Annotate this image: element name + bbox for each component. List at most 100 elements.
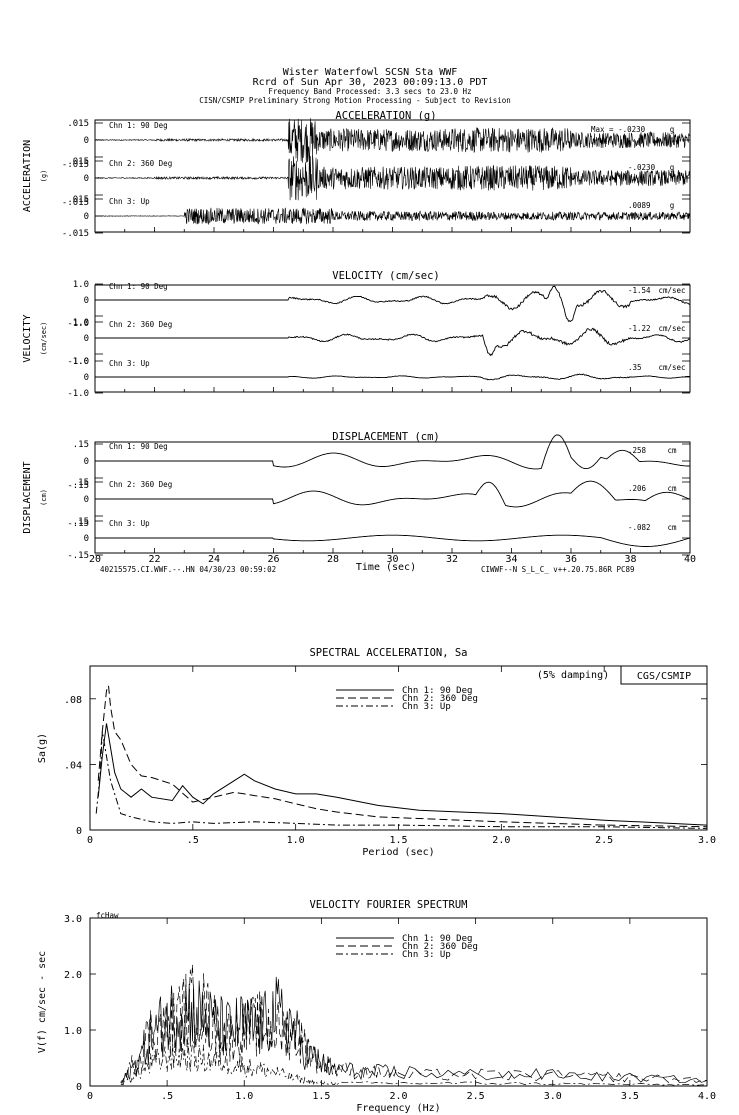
x-tick-label: 4.0 <box>698 1091 716 1102</box>
y-tick-label: .015 <box>67 195 89 205</box>
time-axis-label: Time (sec) <box>356 562 416 573</box>
channel-label: Chn 2: 360 Deg <box>109 320 172 329</box>
y-tick-label: 2.0 <box>64 970 82 981</box>
channel-label: Chn 2: 360 Deg <box>109 480 172 489</box>
x-tick-label: 3.0 <box>698 835 716 846</box>
record-time: Rcrd of Sun Apr 30, 2023 00:09:13.0 PDT <box>253 77 488 88</box>
time-axis: 20 22 24 26 28 30 32 34 36 38 40 <box>89 554 696 565</box>
y-tick-label: .015 <box>67 157 89 167</box>
displacement-panel: DISPLACEMENT (cm) DISPLACEMENT (cm) .15 0 -.1… <box>22 431 691 561</box>
panel-title: ACCELERATION (g) <box>335 110 436 122</box>
time-tick-label: 26 <box>267 554 279 565</box>
y-tick-label: 1.0 <box>73 357 89 367</box>
trace-3 <box>95 207 691 226</box>
peak-value: .35 <box>628 363 642 372</box>
x-tick-label: 0 <box>87 835 93 846</box>
station-title: Wister Waterfowl SCSN Sta WWF <box>283 67 458 78</box>
y-tick-label: 3.0 <box>64 914 82 925</box>
legend-label: Chn 1: 90 Deg <box>402 686 472 696</box>
x-tick-label: 1.0 <box>235 1091 253 1102</box>
time-tick-label: 40 <box>684 554 696 565</box>
velocity-fourier-chart: VELOCITY FOURIER SPECTRUM Frequency (Hz) V… <box>37 899 716 1114</box>
x-tick-label: 2.5 <box>595 835 613 846</box>
y-tick-label: -1.0 <box>67 319 89 329</box>
x-tick-label: 3.5 <box>621 1091 639 1102</box>
time-tick-label: 32 <box>446 554 458 565</box>
peak-value: -1.22 <box>628 324 651 333</box>
y-tick-label: 1.0 <box>73 318 89 328</box>
trace-1 <box>94 118 691 163</box>
peak-value: .0089 <box>628 201 651 210</box>
x-tick-label: 2.0 <box>389 1091 407 1102</box>
peak-unit: cm <box>667 523 677 532</box>
y-tick-label: -.015 <box>62 229 89 239</box>
y-tick-label: -.15 <box>67 481 89 491</box>
peak-unit: g <box>670 125 675 134</box>
legend-label: Chn 3: Up <box>402 702 451 712</box>
panel-title: VELOCITY (cm/sec) <box>332 270 439 282</box>
peak-value: -.082 <box>628 523 651 532</box>
processing-note: CISN/CSMIP Preliminary Strong Motion Pro… <box>199 96 511 105</box>
y-tick-label: -1.0 <box>67 389 89 399</box>
y-tick-label: 0 <box>84 534 89 544</box>
x-tick-label: 1.5 <box>312 1091 330 1102</box>
panel-title: DISPLACEMENT (cm) <box>332 431 439 443</box>
series-1 <box>97 723 708 826</box>
trace-1 <box>95 434 690 470</box>
legend-label: Chn 1: 90 Deg <box>402 934 472 944</box>
peak-unit: cm/sec <box>658 363 685 372</box>
x-tick-label: 3.0 <box>544 1091 562 1102</box>
time-tick-label: 20 <box>89 554 101 565</box>
channel-label: Chn 1: 90 Deg <box>109 282 168 291</box>
y-tick-label: .15 <box>73 478 89 488</box>
velocity-panel: VELOCITY (cm/sec) VELOCITY (cm/sec) 1.0 0 -1.… <box>22 270 691 399</box>
peak-value: Max = -.0230 <box>591 125 646 134</box>
chart-title: SPECTRAL ACCELERATION, Sa <box>309 647 467 659</box>
y-tick-label: -.15 <box>67 519 89 529</box>
y-tick-label: 0 <box>76 1082 82 1093</box>
spectral-acceleration-chart: SPECTRAL ACCELERATION, Sa Period (sec) Sa(… <box>37 647 716 858</box>
footer-right: CIWWF--N S_L_C_ v++.20.75.86R PC89 <box>481 565 635 574</box>
y-axis-label: Sa(g) <box>37 733 48 763</box>
peak-value: -.0230 <box>628 163 656 172</box>
trace-2 <box>95 327 691 357</box>
frequency-band: Frequency Band Processed: 3.3 secs to 23… <box>268 87 471 96</box>
y-tick-label: .08 <box>64 695 82 706</box>
trace-3 <box>95 373 691 381</box>
y-axis-unit: (g) <box>40 170 48 183</box>
y-tick-label: 0 <box>84 373 89 383</box>
plot-frame <box>89 665 708 831</box>
y-axis-label: VELOCITY <box>22 314 33 362</box>
agency-label: CGS/CSMIP <box>637 671 691 682</box>
peak-value: .206 <box>628 484 647 493</box>
x-axis-label: Frequency (Hz) <box>356 1103 440 1114</box>
y-axis-label: ACCELERATION <box>22 140 33 212</box>
time-tick-label: 24 <box>208 554 220 565</box>
x-axis-label: Period (sec) <box>362 847 434 858</box>
trace-2 <box>94 155 691 201</box>
series-1 <box>120 976 708 1084</box>
corner-label: fcHaw <box>96 911 119 920</box>
trace-1 <box>95 285 691 323</box>
y-tick-label: 0 <box>76 826 82 837</box>
time-tick-label: 28 <box>327 554 339 565</box>
y-tick-label: 0 <box>84 136 89 146</box>
time-tick-label: 34 <box>505 554 517 565</box>
time-tick-label: 38 <box>624 554 636 565</box>
channel-label: Chn 3: Up <box>109 197 150 206</box>
x-tick-label: 1.5 <box>389 835 407 846</box>
x-tick-label: 1.0 <box>287 835 305 846</box>
channel-label: Chn 1: 90 Deg <box>109 442 168 451</box>
y-tick-label: -.015 <box>62 160 89 170</box>
y-tick-label: .15 <box>73 440 89 450</box>
peak-unit: g <box>670 163 675 172</box>
series-2 <box>97 685 708 828</box>
y-tick-label: .15 <box>73 517 89 527</box>
x-tick-label: 0 <box>87 1091 93 1102</box>
legend-label: Chn 2: 360 Deg <box>402 694 478 704</box>
y-tick-label: 1.0 <box>64 1026 82 1037</box>
peak-unit: cm <box>667 446 677 455</box>
x-tick-label: .5 <box>187 835 199 846</box>
time-tick-label: 36 <box>565 554 577 565</box>
y-tick-label: 1.0 <box>73 280 89 290</box>
